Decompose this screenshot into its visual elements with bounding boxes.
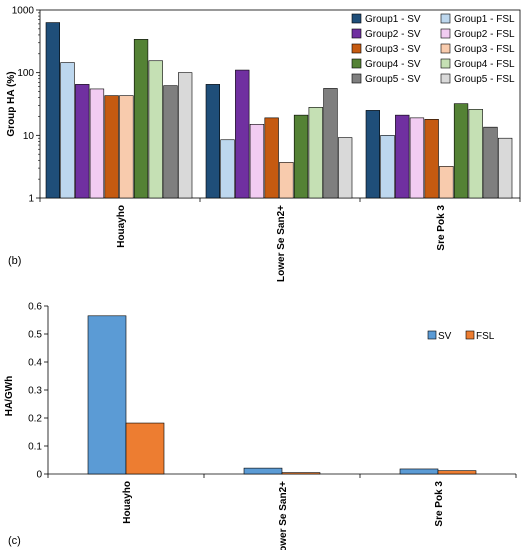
legend-swatch-group5-fsl [440, 73, 451, 84]
legend-label-group4-fsl: Group4 - FSL [454, 59, 515, 70]
chart-b: 1 10 100 1000 Group HA (%) Houayho Lower Se Sa… [6, 6, 521, 282]
legend-label-sv: SV [438, 331, 452, 342]
bar-group5-fsl-sre-pok-3 [497, 137, 513, 199]
y-axis-label-c: HA/GWh [4, 376, 15, 417]
bar-fsl-sre-pok-3 [437, 470, 477, 475]
bar-group2-fsl-houayho [89, 88, 105, 199]
legend-label-group1-fsl: Group1 - FSL [454, 14, 515, 25]
y-tick-label-b: 1000 [12, 6, 35, 17]
bar-group3-fsl-houayho [119, 95, 134, 199]
legend-swatch-group2-fsl [440, 28, 451, 39]
bar-group3-sv-houayho [104, 95, 119, 199]
x-category-label-c: Sre Pok 3 [434, 481, 445, 527]
legend-label-group2-fsl: Group2 - FSL [454, 29, 515, 40]
bar-group4-sv-lower-se-san2 [293, 114, 309, 199]
x-category-label-c: Houayho [122, 481, 133, 524]
y-tick-label-b: 10 [23, 131, 35, 142]
panel-label-b: (b) [8, 255, 21, 267]
legend-label-group3-sv: Group3 - SV [365, 44, 421, 55]
y-tick-label-c: 0.6 [28, 302, 42, 313]
x-category-label-b: Sre Pok 3 [436, 205, 447, 251]
bar-group3-fsl-sre-pok-3 [439, 166, 454, 199]
bar-group2-sv-sre-pok-3 [395, 114, 410, 199]
bar-group3-sv-lower-se-san2 [264, 117, 279, 199]
legend-label-group2-sv: Group2 - SV [365, 29, 421, 40]
legend-label-fsl: FSL [476, 331, 495, 342]
legend-swatch-group4-fsl [440, 58, 451, 69]
bar-fsl-lower-se-san2 [281, 472, 321, 475]
y-tick-label-c: 0 [36, 470, 42, 481]
legend-swatch-group5-sv [351, 73, 362, 84]
y-tick-label-c: 0.1 [28, 442, 42, 453]
legend-swatch-group1-sv [351, 13, 362, 24]
y-tick-label-c: 0.3 [28, 386, 42, 397]
legend-swatch-fsl [465, 330, 475, 340]
y-tick-label-c: 0.2 [28, 414, 42, 425]
bar-group2-fsl-lower-se-san2 [249, 123, 265, 199]
bar-group4-sv-sre-pok-3 [453, 103, 469, 199]
y-tick-label-b: 100 [17, 68, 34, 79]
legend-label-group5-fsl: Group5 - FSL [454, 74, 515, 85]
bar-group5-sv-lower-se-san2 [323, 88, 338, 199]
bar-group2-sv-houayho [75, 84, 90, 199]
y-axis-label-b: Group HA (%) [6, 71, 17, 136]
x-category-label-b: Lower Se San2+ [276, 205, 287, 282]
bar-group5-sv-sre-pok-3 [483, 126, 498, 199]
bar-group4-fsl-lower-se-san2 [308, 107, 323, 199]
legend-label-group3-fsl: Group3 - FSL [454, 44, 515, 55]
legend-label-group1-sv: Group1 - SV [365, 14, 421, 25]
bar-group4-sv-houayho [133, 39, 149, 199]
bar-group2-fsl-sre-pok-3 [409, 117, 425, 199]
bar-group4-fsl-houayho [148, 60, 163, 199]
bar-group3-sv-sre-pok-3 [424, 119, 439, 199]
bar-group1-sv-lower-se-san2 [205, 84, 220, 199]
legend-swatch-sv [427, 330, 437, 340]
legend-label-group4-sv: Group4 - SV [365, 59, 421, 70]
legend-label-group5-sv: Group5 - SV [365, 74, 421, 85]
bar-fsl-houayho [125, 422, 165, 475]
x-category-label-c: Lower Se San2+ [278, 481, 289, 550]
bar-group1-sv-houayho [45, 22, 60, 199]
legend-swatch-group2-sv [351, 28, 362, 39]
bar-group1-fsl-lower-se-san2 [220, 139, 235, 199]
y-tick-label-c: 0.4 [28, 358, 42, 369]
y-tick-label-b: 1 [28, 194, 34, 205]
legend-swatch-group4-sv [351, 58, 362, 69]
legend-swatch-group3-sv [351, 43, 362, 54]
bar-sv-houayho [87, 315, 127, 475]
chart-c: 0 0.1 0.2 0.3 0.4 0.5 0.6 HA/GWh Houayho Lower Se… [4, 302, 517, 550]
bar-group1-fsl-sre-pok-3 [380, 135, 395, 199]
bar-group5-fsl-houayho [178, 72, 193, 199]
bar-group2-sv-lower-se-san2 [235, 69, 250, 199]
bar-group5-fsl-lower-se-san2 [337, 137, 353, 199]
bar-sv-lower-se-san2 [243, 467, 283, 475]
legend-swatch-group1-fsl [440, 13, 451, 24]
panel-label-c: (c) [8, 535, 21, 547]
bar-group5-sv-houayho [163, 85, 178, 199]
bar-group3-fsl-lower-se-san2 [279, 162, 294, 199]
bar-group4-fsl-sre-pok-3 [468, 109, 483, 199]
x-category-label-b: Houayho [116, 205, 127, 248]
y-tick-label-c: 0.5 [28, 330, 42, 341]
bar-group1-fsl-houayho [60, 62, 75, 199]
bar-sv-sre-pok-3 [399, 468, 439, 475]
legend-swatch-group3-fsl [440, 43, 451, 54]
bar-group1-sv-sre-pok-3 [365, 110, 380, 199]
